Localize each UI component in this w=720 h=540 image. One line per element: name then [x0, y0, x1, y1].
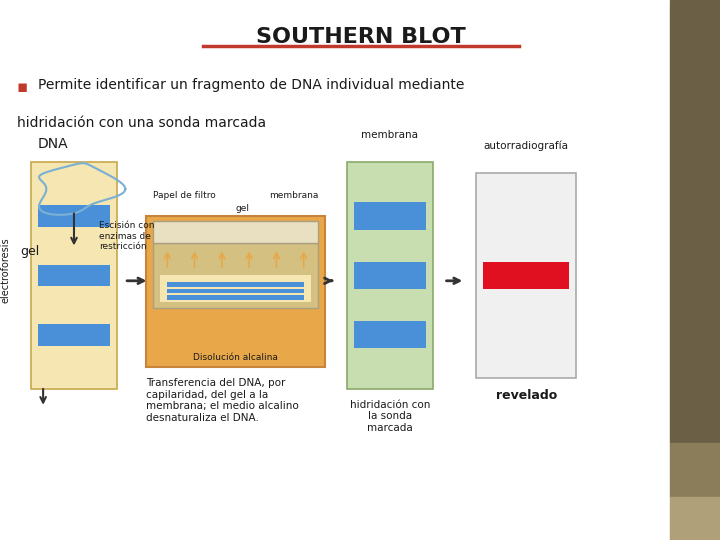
Text: gel: gel [20, 245, 40, 258]
Text: SOUTHERN BLOT: SOUTHERN BLOT [256, 27, 466, 47]
Bar [167, 289, 304, 293]
Bar [347, 162, 433, 389]
Text: Papel de filtro: Papel de filtro [153, 191, 216, 200]
Bar [476, 173, 577, 378]
Bar [31, 162, 117, 389]
Text: membrana: membrana [361, 130, 418, 140]
Bar [38, 324, 110, 346]
Bar [167, 282, 304, 287]
Bar [38, 205, 110, 227]
Bar [38, 265, 110, 286]
Bar [153, 221, 318, 243]
Text: Disolución alcalina: Disolución alcalina [193, 353, 278, 362]
Text: revelado: revelado [495, 389, 557, 402]
Text: ▪: ▪ [17, 78, 28, 96]
Bar [167, 295, 304, 300]
Bar [160, 275, 311, 302]
Bar [670, 0, 720, 443]
Bar [670, 443, 720, 497]
Bar [670, 497, 720, 540]
Text: gel: gel [235, 204, 250, 213]
Text: DNA: DNA [38, 137, 68, 151]
Text: electroforesis: electroforesis [1, 237, 11, 303]
Bar [153, 243, 318, 308]
Text: hidridación con
la sonda
marcada: hidridación con la sonda marcada [350, 400, 430, 433]
Text: Permite identificar un fragmento de DNA individual mediante: Permite identificar un fragmento de DNA … [38, 78, 464, 92]
Text: Transferencia del DNA, por
capilaridad, del gel a la
membrana; el medio alcalino: Transferencia del DNA, por capilaridad, … [145, 378, 299, 423]
Text: Escisión con
enzimas de
restricción: Escisión con enzimas de restricción [99, 221, 155, 251]
Text: membrana: membrana [269, 191, 318, 200]
Bar [483, 262, 570, 289]
Bar [354, 262, 426, 289]
Text: autorradiografía: autorradiografía [484, 141, 569, 151]
Bar [354, 202, 426, 230]
Text: hidridación con una sonda marcada: hidridación con una sonda marcada [17, 116, 266, 130]
Bar [354, 321, 426, 348]
Bar [145, 216, 325, 367]
